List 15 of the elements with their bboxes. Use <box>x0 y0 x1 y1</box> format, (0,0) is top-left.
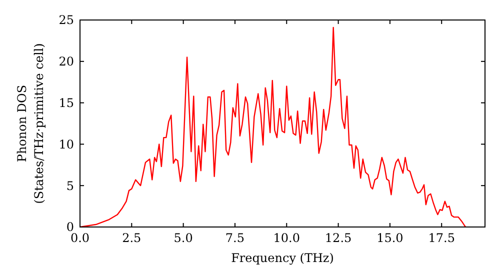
y-tick-label: 20 <box>58 54 74 69</box>
y-tick-label: 10 <box>58 137 74 152</box>
x-tick-label: 5.0 <box>174 231 193 245</box>
y-tick-label: 5 <box>66 178 74 193</box>
x-tick-label: 15.0 <box>376 231 404 245</box>
y-axis-title: Phonon DOS (States/THz·primitive cell) <box>15 43 46 204</box>
x-axis-title: Frequency (THz) <box>231 251 334 265</box>
x-tick-label: 2.5 <box>122 231 142 245</box>
x-tick-label: 12.5 <box>324 231 352 245</box>
line-series <box>80 26 466 227</box>
y-tick-label: 15 <box>58 96 74 110</box>
x-tick-label: 7.5 <box>225 231 245 245</box>
x-tick-label: 10.0 <box>273 231 300 245</box>
y-tick-label: 25 <box>58 13 74 28</box>
x-tick-label: 17.5 <box>428 231 455 245</box>
